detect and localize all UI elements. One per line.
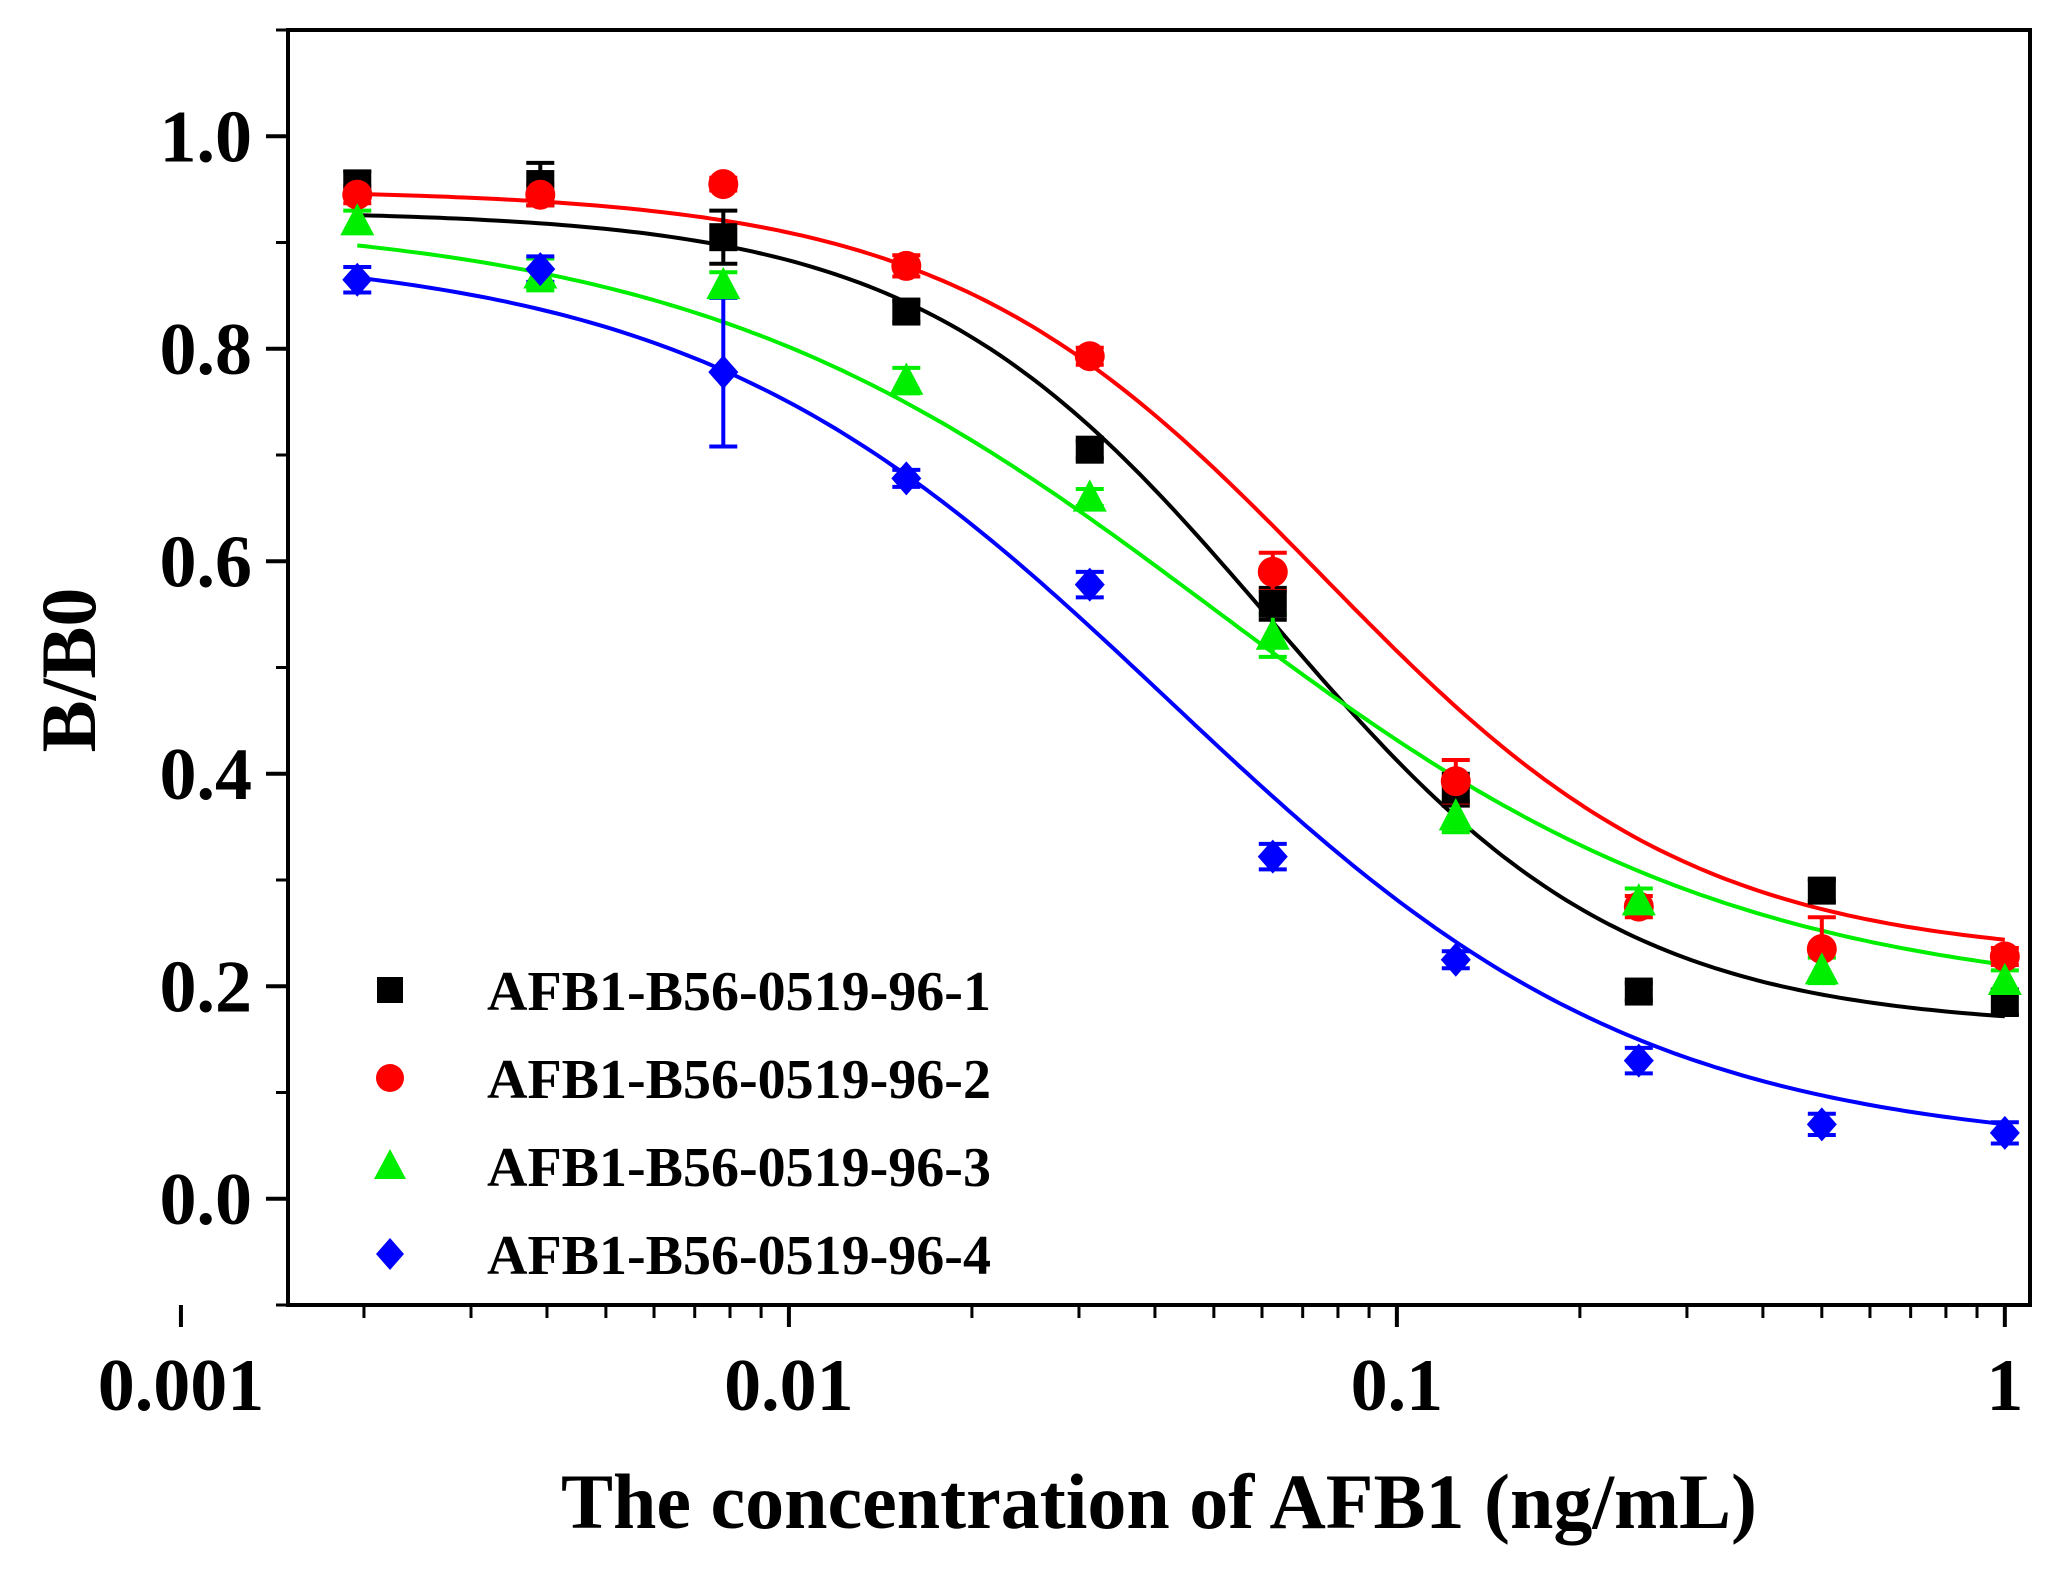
data-point-1 <box>1258 589 1287 618</box>
data-point-2 <box>1074 341 1105 372</box>
y-tick-label: 0.6 <box>160 521 253 603</box>
data-point-2 <box>525 179 556 210</box>
data-point-4 <box>1074 567 1105 602</box>
legend-marker-1 <box>377 977 403 1003</box>
fit-curve-1 <box>357 213 2005 1019</box>
fit-curves <box>357 192 2006 1127</box>
data-point-4 <box>1257 839 1288 874</box>
data-point-3 <box>340 203 375 236</box>
legend-label-3: AFB1-B56-0519-96-3 <box>487 1137 991 1199</box>
y-tick-label: 0.4 <box>160 734 253 816</box>
data-point-2 <box>342 179 373 210</box>
legend-label-4: AFB1-B56-0519-96-4 <box>487 1225 991 1287</box>
data-point-3 <box>1255 617 1290 650</box>
x-axis-title: The concentration of AFB1 (ng/mL) <box>561 1458 1757 1545</box>
data-point-4 <box>1989 1115 2020 1150</box>
fit-curve-3 <box>357 243 2006 967</box>
plot-border <box>286 28 2032 1307</box>
y-tick-label: 1.0 <box>160 96 253 178</box>
x-tick-label: 0.1 <box>1351 1345 1444 1427</box>
fit-curve-2 <box>357 192 2005 942</box>
data-point-3 <box>1804 952 1839 985</box>
data-point-2 <box>708 169 739 200</box>
data-point-1 <box>1075 435 1104 464</box>
data-point-3 <box>1072 479 1107 512</box>
y-axis-title: B/B0 <box>25 588 112 753</box>
data-point-2 <box>1440 766 1471 797</box>
data-point-4 <box>708 355 739 390</box>
data-point-2 <box>1806 934 1837 965</box>
data-point-4 <box>342 262 373 297</box>
data-point-1 <box>892 297 921 326</box>
plot-frame <box>286 28 2032 1307</box>
legend: AFB1-B56-0519-96-1 AFB1-B56-0519-96-2 AFB1… <box>374 961 991 1287</box>
data-point-1 <box>1624 977 1653 1006</box>
data-point-1 <box>709 223 738 252</box>
data-point-4 <box>1440 942 1471 977</box>
data-point-4 <box>1623 1043 1654 1078</box>
data-point-4 <box>891 461 922 496</box>
data-point-2 <box>1257 556 1288 587</box>
data-point-2 <box>1989 941 2020 972</box>
data-point-3 <box>889 362 924 395</box>
data-point-1 <box>1807 876 1836 905</box>
data-point-4 <box>525 252 556 287</box>
legend-marker-3 <box>374 1149 406 1179</box>
data-point-3 <box>1987 962 2022 996</box>
y-tick-label: 0.8 <box>160 309 253 391</box>
x-tick-label: 0.01 <box>724 1345 854 1427</box>
legend-label-2: AFB1-B56-0519-96-2 <box>487 1049 991 1111</box>
x-tick-label: 0.001 <box>98 1345 265 1427</box>
data-point-2 <box>891 250 922 281</box>
x-tick-label: 1 <box>1986 1345 2023 1427</box>
data-point-4 <box>1806 1107 1837 1142</box>
axis-ticks: 0.0 0.2 0.4 0.6 0.8 1.0 0.001 0.01 0.1 1 <box>98 28 2023 1427</box>
fit-curve-4 <box>357 275 2006 1127</box>
legend-label-1: AFB1-B56-0519-96-1 <box>487 961 991 1023</box>
y-tick-label: 0.2 <box>160 946 253 1028</box>
data-point-3 <box>1621 883 1656 916</box>
data-point-3 <box>706 266 741 300</box>
data-markers <box>340 169 2022 1150</box>
legend-marker-2 <box>376 1064 404 1092</box>
legend-marker-4 <box>376 1238 404 1270</box>
y-tick-label: 0.0 <box>160 1159 253 1241</box>
data-point-3 <box>1438 798 1473 831</box>
